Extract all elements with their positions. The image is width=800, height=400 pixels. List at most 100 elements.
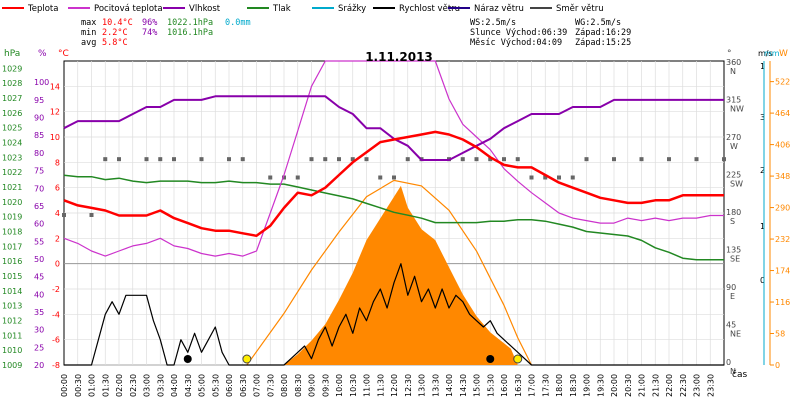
- wind-direction-point: [337, 157, 341, 162]
- pressure-tick-label: 1027: [2, 94, 22, 103]
- stats-pressure: 1022.1hPa: [167, 18, 213, 28]
- wind-direction-point: [282, 175, 286, 180]
- info-left: WS:2.5m/s: [470, 18, 516, 28]
- pressure-tick-label: 1018: [2, 228, 22, 237]
- x-tick-label: 23:00: [693, 374, 702, 397]
- humidity-tick-label: 70: [34, 184, 44, 193]
- wind-direction-point: [474, 157, 479, 162]
- wind-direction-point: [227, 157, 231, 162]
- wind-direction-point: [460, 157, 465, 162]
- ms-axis-label: m/s: [758, 49, 773, 58]
- wind-direction-point: [612, 157, 616, 162]
- pressure-tick-label: 1024: [2, 139, 22, 148]
- moon-marker: [183, 355, 192, 363]
- direction-tick-label: SW: [730, 180, 743, 189]
- solar-tick-label: 522: [775, 78, 790, 87]
- x-tick-label: 00:00: [60, 374, 69, 397]
- humidity-tick-label: 40: [34, 290, 44, 299]
- stats-humidity: 74%: [142, 28, 157, 38]
- wind-direction-point: [529, 175, 534, 180]
- wind-direction-point: [309, 157, 314, 162]
- direction-tick-label: E: [730, 292, 735, 301]
- x-tick-label: 12:30: [404, 374, 413, 397]
- wind-direction-point: [502, 157, 506, 162]
- direction-tick-label: 90: [726, 283, 736, 292]
- temp-tick-label: 2: [55, 234, 60, 243]
- humidity-tick-label: 90: [34, 114, 44, 123]
- x-tick-label: 02:00: [115, 374, 124, 397]
- wind-direction-point: [268, 175, 273, 180]
- solar-theoretical-curve: [246, 179, 533, 366]
- x-tick-label: 01:00: [88, 374, 97, 397]
- direction-tick-label: SE: [730, 255, 740, 264]
- pressure-tick-label: 1009: [2, 361, 22, 370]
- legend-label: Srážky: [338, 4, 366, 14]
- info-right: WG:2.5m/s: [575, 18, 621, 28]
- x-tick-label: 19:30: [596, 374, 605, 397]
- stats-label: max: [81, 18, 96, 28]
- info-right: Západ:15:25: [575, 38, 631, 48]
- direction-tick-label: S: [730, 217, 735, 226]
- stats-temp: 2.2°C: [102, 28, 128, 38]
- legend-label: Vlhkost: [189, 4, 221, 14]
- x-tick-label: 09:00: [308, 374, 317, 397]
- x-tick-label: 17:00: [528, 374, 537, 397]
- wind-direction-point: [364, 157, 369, 162]
- humidity-tick-label: 45: [34, 273, 44, 282]
- humidity-tick-label: 100: [34, 78, 49, 87]
- pressure-tick-label: 1026: [2, 109, 22, 118]
- direction-tick-label: 270: [726, 133, 741, 142]
- legend-label: Pocitová teplota: [94, 4, 163, 14]
- wind-direction-point: [694, 157, 699, 162]
- pressure-tick-label: 1013: [2, 302, 22, 311]
- x-tick-label: 02:30: [129, 374, 138, 397]
- wind-direction-point: [722, 157, 726, 162]
- wind-speed-tick-label: 1: [760, 62, 765, 71]
- wind-direction-point: [543, 175, 548, 180]
- stats-label: min: [81, 28, 96, 38]
- wind-direction-point: [240, 157, 245, 162]
- direction-tick-label: 360: [726, 58, 741, 67]
- x-tick-label: 10:30: [349, 374, 358, 397]
- legend-label: Tlak: [272, 4, 291, 14]
- x-tick-label: 04:00: [170, 374, 179, 397]
- temp-tick-label: 6: [55, 184, 60, 193]
- wind-direction-point: [557, 175, 561, 180]
- stats-pressure: 1016.1hPa: [167, 28, 213, 38]
- temp-tick-label: 0: [55, 260, 60, 269]
- x-tick-label: 17:30: [541, 374, 550, 397]
- direction-tick-label: 315: [726, 96, 741, 105]
- pressure-tick-label: 1014: [2, 287, 22, 296]
- x-tick-label: 22:00: [665, 374, 674, 397]
- x-tick-label: 04:30: [184, 374, 193, 397]
- legend-label: Rychlost větru: [399, 4, 460, 14]
- direction-tick-label: NW: [730, 105, 744, 114]
- mm-axis-label: mm: [764, 49, 780, 58]
- wind-direction-point: [488, 157, 493, 162]
- wind-speed-tick-label: 1: [760, 222, 765, 231]
- pressure-tick-label: 1023: [2, 153, 22, 162]
- x-tick-label: 06:00: [225, 374, 234, 397]
- solar-tick-label: 348: [775, 172, 790, 181]
- x-tick-label: 07:00: [253, 374, 262, 397]
- wind-direction-point: [62, 213, 66, 217]
- x-tick-label: 14:30: [459, 374, 468, 397]
- x-tick-label: 16:30: [514, 374, 523, 397]
- wind-direction-point: [323, 157, 328, 162]
- temp-tick-label: -2: [52, 285, 60, 294]
- info-left: Měsíc Východ:04:09: [470, 38, 562, 48]
- wind-direction-point: [199, 157, 204, 162]
- humidity-tick-label: 65: [34, 202, 44, 211]
- wind-direction-point: [103, 157, 108, 162]
- x-tick-label: 08:30: [294, 374, 303, 397]
- wind-direction-point: [570, 175, 575, 180]
- pressure-tick-label: 1016: [2, 257, 22, 266]
- wind-direction-point: [667, 157, 671, 162]
- pressure-tick-label: 1029: [2, 64, 22, 73]
- wind-speed-tick-label: 0: [760, 276, 765, 285]
- wind-direction-point: [392, 175, 396, 180]
- stats-temp: 10.4°C: [102, 18, 133, 28]
- humidity-tick-label: 95: [34, 96, 44, 105]
- w-axis-label: W: [779, 49, 788, 59]
